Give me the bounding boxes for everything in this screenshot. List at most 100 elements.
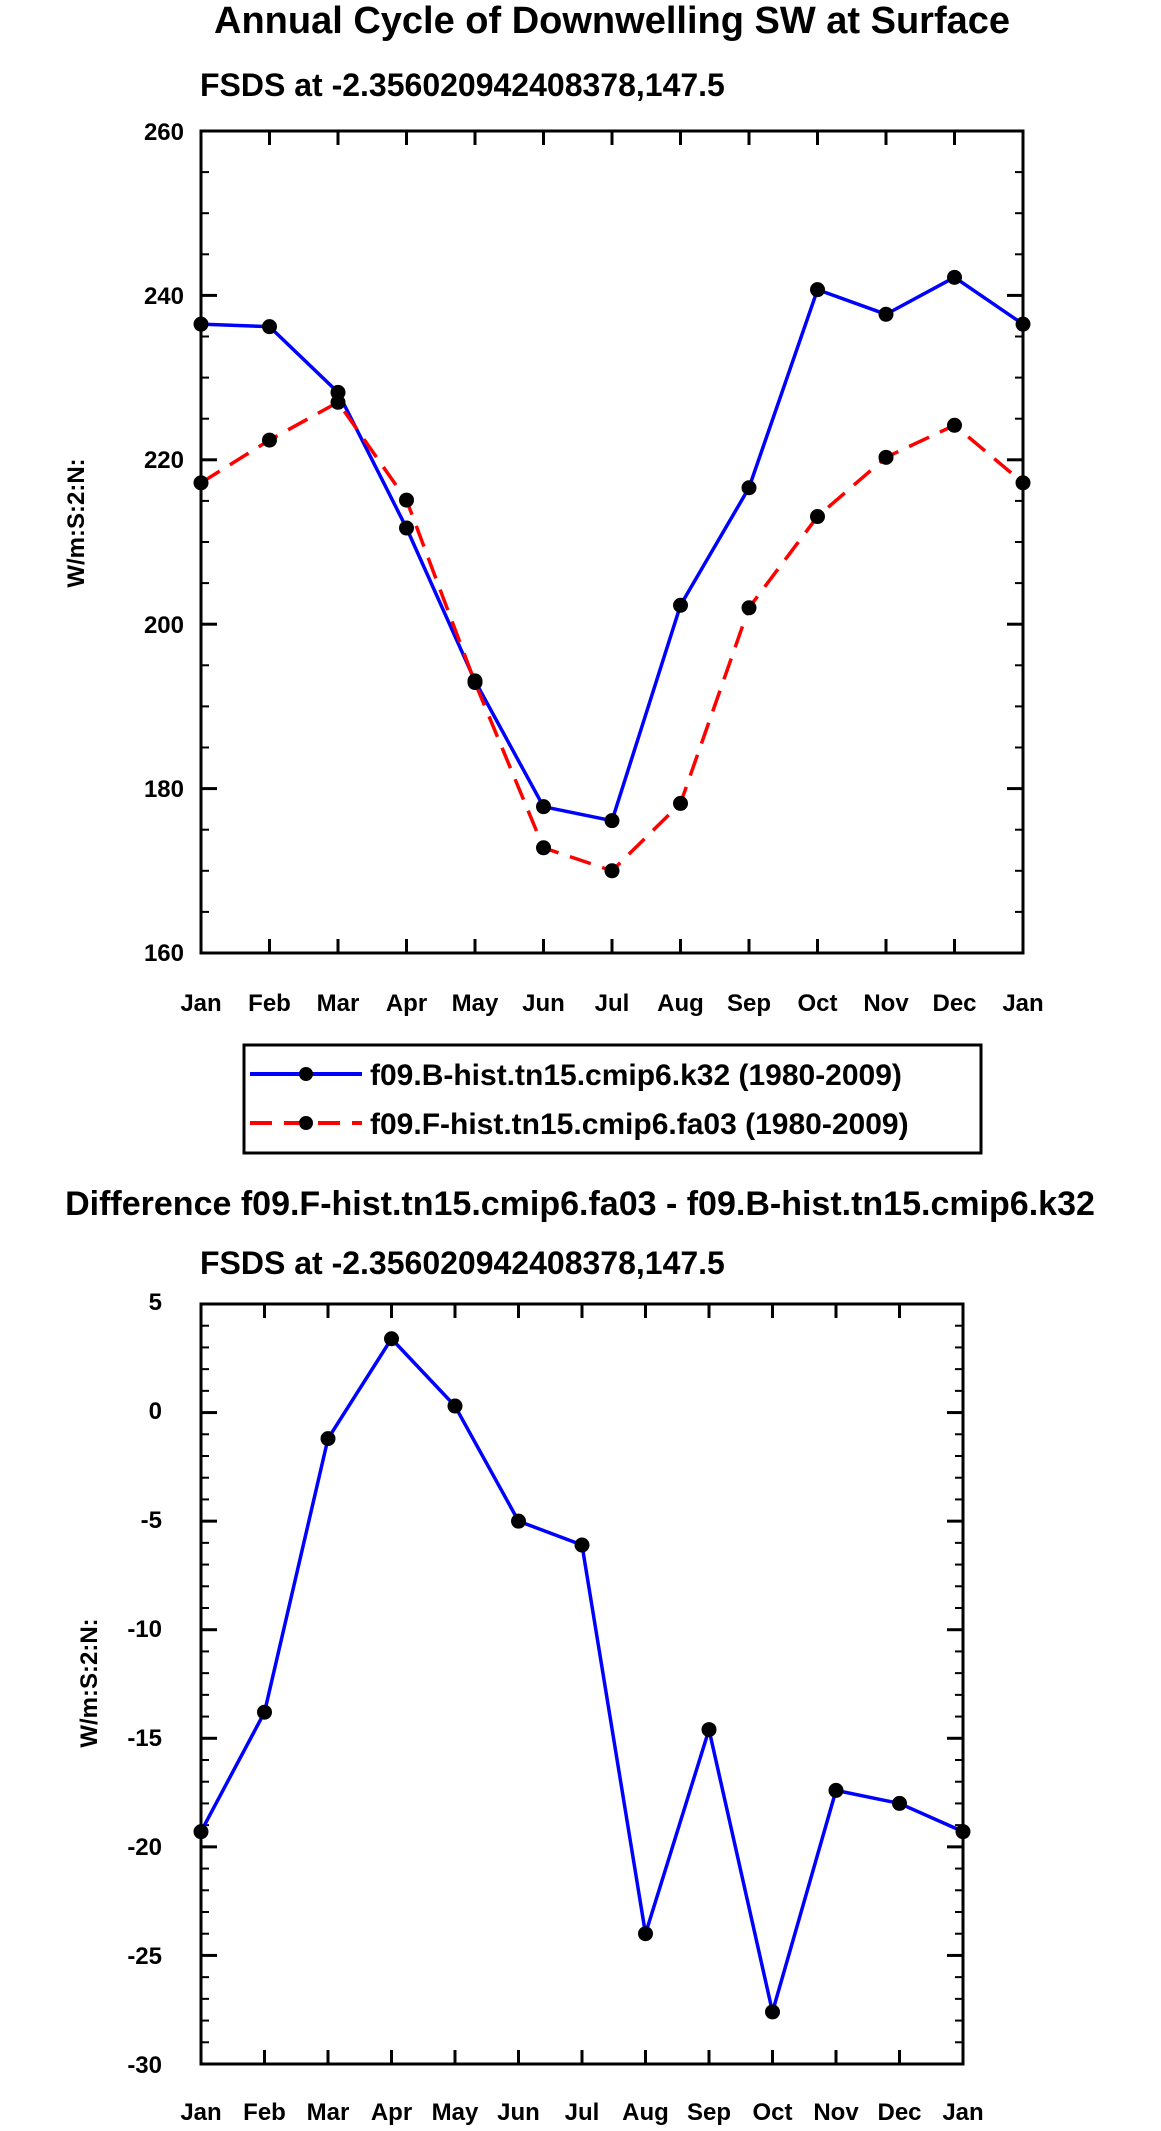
chart2-title: Difference f09.F-hist.tn15.cmip6.fa03 - … xyxy=(65,1185,1095,1223)
chart1-title: Annual Cycle of Downwelling SW at Surfac… xyxy=(214,0,1010,42)
x-tick-label: Feb xyxy=(243,2099,286,2126)
chart2-series xyxy=(193,1331,971,2020)
chart2-minor-ticks xyxy=(201,1324,963,2044)
x-tick-label: Oct xyxy=(797,990,837,1017)
series-1-point xyxy=(741,480,757,496)
x-tick-label: Oct xyxy=(752,2099,792,2126)
series-1-point xyxy=(447,1398,463,1414)
x-tick-label: Mar xyxy=(317,990,360,1017)
chart2-y-tick-labels: -30 -25 -20 -15 -10 -5 0 5 xyxy=(127,1289,162,2079)
x-tick-label: Apr xyxy=(386,990,427,1017)
x-tick-label: Aug xyxy=(622,2099,669,2126)
series-2-point xyxy=(878,449,894,465)
y-tick-label: 220 xyxy=(144,447,184,474)
x-tick-label: Nov xyxy=(863,990,909,1017)
series-2-point xyxy=(604,863,620,879)
chart2-ylabel: W/m:S:2:N: xyxy=(76,1618,103,1747)
legend-box xyxy=(242,1043,983,1155)
chart2-x-tick-labels: Jan Feb Mar Apr May Jun Jul Aug Sep Oct … xyxy=(180,2099,983,2126)
legend-marker-red xyxy=(299,1116,313,1130)
y-tick-label: -20 xyxy=(127,1834,162,1861)
series-2-point xyxy=(467,675,483,691)
y-tick-label: -25 xyxy=(127,1943,162,1970)
chart-difference: Difference f09.F-hist.tn15.cmip6.fa03 - … xyxy=(65,1185,1095,2126)
y-tick-label: 5 xyxy=(149,1289,162,1316)
series-line-2 xyxy=(200,400,1025,873)
chart1-major-ticks xyxy=(199,129,1025,955)
x-tick-label: Jun xyxy=(497,2099,540,2126)
series-1-point xyxy=(673,597,688,613)
series-1-point xyxy=(399,520,414,536)
series-2-point xyxy=(536,840,551,856)
x-tick-label: Apr xyxy=(371,2099,412,2126)
chart1-ylabel: W/m:S:2:N: xyxy=(63,458,90,587)
chart2-subtitle: FSDS at -2.356020942408378,147.5 xyxy=(200,1245,725,1281)
series-2-point xyxy=(399,492,414,508)
chart2-plot-frame xyxy=(199,1302,965,2066)
x-tick-label: Jul xyxy=(565,2099,600,2126)
y-tick-label: 240 xyxy=(144,283,184,310)
series-1-point xyxy=(701,1722,717,1738)
x-tick-label: Jan xyxy=(180,2099,221,2126)
chart2-major-ticks xyxy=(199,1302,965,2066)
y-tick-label: -30 xyxy=(127,2052,162,2079)
series-line-1 xyxy=(199,1336,964,2014)
y-tick-label: -10 xyxy=(127,1616,162,1643)
x-tick-label: Jun xyxy=(522,990,565,1017)
x-tick-label: Jan xyxy=(942,2099,983,2126)
x-tick-label: Dec xyxy=(877,2099,921,2126)
series-1-point xyxy=(511,1513,526,1529)
x-tick-label: May xyxy=(432,2099,479,2126)
x-tick-label: Jan xyxy=(1002,990,1043,1017)
series-1-point xyxy=(384,1331,399,1347)
series-2-point xyxy=(741,600,757,616)
x-tick-label: Sep xyxy=(687,2099,731,2126)
y-tick-label: 260 xyxy=(144,119,184,146)
series-1-point xyxy=(638,1926,653,1942)
series-2-point xyxy=(330,394,346,410)
y-tick-label: 0 xyxy=(149,1398,162,1425)
series-2-point xyxy=(810,509,825,525)
series-1-point xyxy=(892,1795,907,1811)
chart1-y-tick-labels: 160 180 200 220 240 260 xyxy=(144,119,184,967)
legend-marker-blue xyxy=(299,1067,313,1081)
y-tick-label: 200 xyxy=(144,612,184,639)
series-1-point xyxy=(878,306,894,322)
x-tick-label: Aug xyxy=(657,990,704,1017)
chart1-series xyxy=(193,269,1031,879)
y-tick-label: 180 xyxy=(144,776,184,803)
chart1-plot-frame xyxy=(199,129,1025,955)
series-1-point xyxy=(320,1431,336,1447)
series-1-point xyxy=(257,1704,272,1720)
chart1-x-tick-labels: Jan Feb Mar Apr May Jun Jul Aug Sep Oct … xyxy=(180,990,1043,1017)
series-1-point xyxy=(604,813,620,829)
x-tick-label: Jul xyxy=(595,990,630,1017)
chart1-subtitle: FSDS at -2.356020942408378,147.5 xyxy=(200,67,725,103)
x-tick-label: May xyxy=(452,990,499,1017)
x-tick-label: Sep xyxy=(727,990,771,1017)
series-1-point xyxy=(765,2004,780,2020)
series-2-point xyxy=(262,432,277,448)
x-tick-label: Mar xyxy=(307,2099,350,2126)
series-2-point xyxy=(673,795,688,811)
x-tick-label: Dec xyxy=(932,990,976,1017)
chart1-minor-ticks xyxy=(201,171,1023,913)
x-tick-label: Nov xyxy=(813,2099,859,2126)
series-1-point xyxy=(536,799,551,815)
chart-annual-cycle: Annual Cycle of Downwelling SW at Surfac… xyxy=(63,0,1044,1017)
legend-label-red: f09.F-hist.tn15.cmip6.fa03 (1980-2009) xyxy=(370,1108,909,1141)
series-1-point xyxy=(574,1537,590,1553)
series-1-point xyxy=(947,269,962,285)
y-tick-label: -15 xyxy=(127,1725,162,1752)
legend-label-blue: f09.B-hist.tn15.cmip6.k32 (1980-2009) xyxy=(370,1059,902,1092)
y-tick-label: -5 xyxy=(141,1507,162,1534)
series-1-point xyxy=(828,1782,844,1798)
series-1-point xyxy=(810,282,825,298)
series-line-1 xyxy=(200,275,1024,823)
x-tick-label: Jan xyxy=(180,990,221,1017)
legend: f09.B-hist.tn15.cmip6.k32 (1980-2009) f0… xyxy=(242,1043,983,1155)
x-tick-label: Feb xyxy=(248,990,291,1017)
series-1-point xyxy=(262,319,277,335)
series-2-point xyxy=(947,417,962,433)
